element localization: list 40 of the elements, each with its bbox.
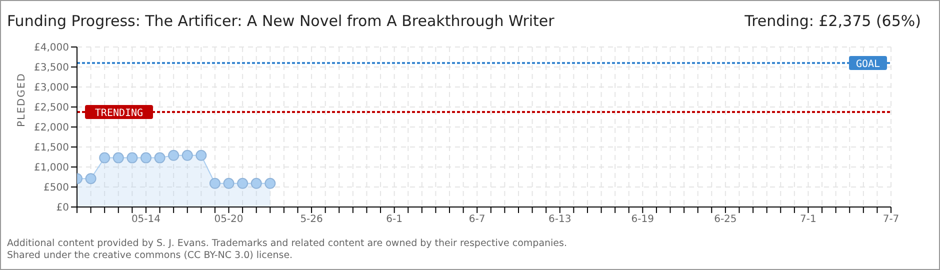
y-axis-title: PLEDGED (16, 72, 28, 127)
x-tick-label: 6-7 (468, 214, 486, 226)
y-tick-label: £2,500 (34, 102, 69, 114)
ref-line-label: TRENDING (94, 108, 144, 119)
y-tick-label: £0 (56, 202, 69, 214)
x-tick-label: 6-25 (714, 214, 737, 226)
point (264, 178, 276, 189)
chart-title: Funding Progress: The Artificer: A New Novel from A Breakthrough Writer (7, 12, 554, 30)
point (126, 152, 138, 164)
chart-subtitle: Trending: £2,375 (65%) (744, 12, 921, 30)
y-tick-label: £1,500 (34, 142, 69, 154)
point (168, 150, 180, 161)
text: Additional content provided by S. J. Evans. Trademarks and related content are owned by their respective companies. (7, 238, 567, 250)
point (112, 152, 124, 164)
point (85, 173, 96, 184)
point (196, 150, 207, 161)
point (154, 152, 166, 164)
y-tick-label: £3,000 (34, 82, 69, 94)
point (223, 178, 234, 189)
y-tick-label: £4,000 (34, 42, 69, 54)
ref-line-label: GOAL (856, 59, 880, 70)
y-tick-label: £3,500 (34, 62, 69, 74)
y-tick-label: £2,000 (34, 122, 69, 134)
point (99, 152, 110, 164)
point (250, 178, 262, 189)
y-tick-label: £500 (44, 182, 69, 194)
text: Shared under the creative commons (CC BY-NC 3.0) license. (7, 250, 294, 262)
x-tick-label: 05-14 (131, 214, 161, 226)
point (182, 150, 193, 161)
point (140, 152, 152, 164)
x-tick-label: 7-1 (800, 214, 816, 226)
x-tick-label: 5-26 (300, 214, 323, 226)
x-tick-label: 05-20 (214, 214, 244, 226)
point (209, 178, 220, 189)
x-tick-label: 7-7 (882, 214, 900, 226)
point (237, 178, 248, 189)
x-tick-label: 6-19 (631, 214, 654, 226)
x-tick-label: 6-1 (386, 214, 402, 226)
y-tick-label: £1,000 (34, 162, 69, 174)
x-tick-label: 6-13 (548, 214, 572, 226)
